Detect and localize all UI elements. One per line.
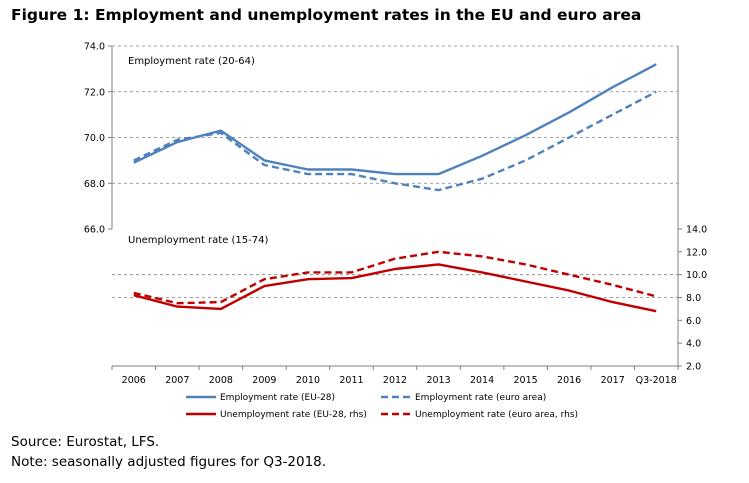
x-tick-label: 2015 bbox=[514, 375, 538, 386]
x-tick-label: 2010 bbox=[296, 375, 320, 386]
right-tick-label: 10.0 bbox=[686, 270, 707, 281]
legend-entry: Employment rate (EU-28) bbox=[220, 393, 335, 403]
x-tick-label: 2006 bbox=[122, 375, 146, 386]
right-tick-label: 12.0 bbox=[686, 247, 707, 258]
x-tick-label: 2014 bbox=[470, 375, 494, 386]
series-line-3 bbox=[133, 263, 657, 313]
x-tick-label: 2011 bbox=[339, 375, 363, 386]
right-tick-label: 8.0 bbox=[686, 293, 701, 304]
unemployment-panel-label: Unemployment rate (15-74) bbox=[128, 235, 268, 246]
right-tick-label: 6.0 bbox=[686, 316, 701, 327]
left-tick-label: 72.0 bbox=[84, 87, 105, 98]
left-tick-label: 74.0 bbox=[84, 42, 105, 53]
employment-panel-label: Employment rate (20-64) bbox=[128, 56, 255, 67]
x-tick-label: 2017 bbox=[601, 375, 625, 386]
x-tick-label: 2016 bbox=[557, 375, 581, 386]
legend: Employment rate (EU-28) Employment rate (… bbox=[186, 393, 578, 420]
source-note: Source: Eurostat, LFS. bbox=[11, 434, 160, 450]
left-tick-label: 70.0 bbox=[84, 133, 105, 144]
left-tick-label: 68.0 bbox=[84, 179, 105, 190]
x-tick-label: 2013 bbox=[426, 375, 450, 386]
x-axis-ticks: 2006 2007 2008 2009 2010 2011 2012 2013 2014 2015… bbox=[111, 366, 679, 386]
left-tick-label: 66.0 bbox=[84, 225, 105, 236]
legend-entry: Unemployment rate (euro area, rhs) bbox=[415, 410, 578, 420]
axes bbox=[111, 46, 679, 367]
legend-entry: Unemployment rate (EU-28, rhs) bbox=[220, 410, 367, 420]
right-tick-label: 4.0 bbox=[686, 339, 701, 350]
right-axis-ticks: 2.0 4.0 6.0 8.0 10.0 12.0 14.0 bbox=[678, 225, 707, 373]
series-line-4 bbox=[133, 250, 657, 305]
right-tick-label: 14.0 bbox=[686, 225, 707, 236]
series-line-2 bbox=[133, 90, 657, 192]
series-line-1 bbox=[133, 63, 657, 176]
chart: 66.0 68.0 70.0 72.0 74.0 2.0 4.0 6.0 8.0 10.0 12.… bbox=[84, 42, 707, 421]
x-tick-label: 2008 bbox=[209, 375, 233, 386]
x-tick-label: 2009 bbox=[252, 375, 276, 386]
x-tick-label: Q3-2018 bbox=[636, 375, 677, 386]
figure-title: Figure 1: Employment and unemployment ra… bbox=[11, 6, 642, 24]
right-tick-label: 2.0 bbox=[686, 362, 701, 373]
legend-entry: Employment rate (euro area) bbox=[415, 393, 546, 403]
x-tick-label: 2012 bbox=[383, 375, 407, 386]
series-lines bbox=[133, 63, 657, 313]
footnote: Note: seasonally adjusted figures for Q3… bbox=[11, 454, 327, 470]
left-axis-ticks: 66.0 68.0 70.0 72.0 74.0 bbox=[84, 42, 112, 236]
x-tick-label: 2007 bbox=[165, 375, 189, 386]
panel-labels: Employment rate (20-64) Unemployment rate… bbox=[128, 56, 268, 246]
